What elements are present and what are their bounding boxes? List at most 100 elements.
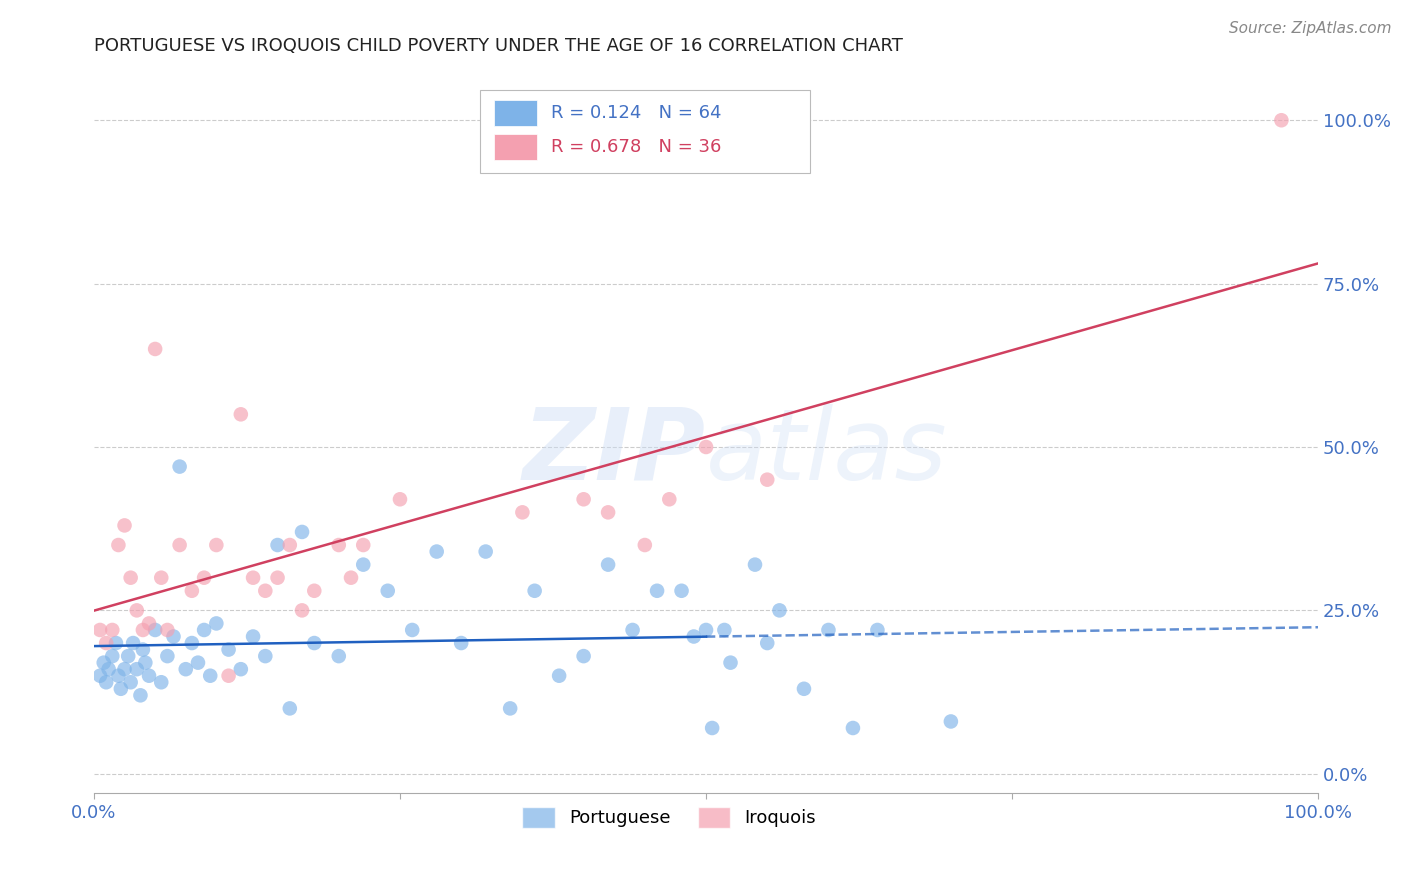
FancyBboxPatch shape [495,134,537,160]
Point [352,538,374,552]
Text: ZIP: ZIP [523,404,706,501]
Point [499,701,522,715]
Point [450,636,472,650]
Point [104,636,127,650]
FancyBboxPatch shape [495,100,537,126]
Point [156,623,179,637]
Point [180,583,202,598]
Point [266,538,288,552]
Text: atlas: atlas [706,404,948,501]
Point [96,675,118,690]
Point [377,583,399,598]
Point [138,616,160,631]
Point [793,681,815,696]
Point [229,662,252,676]
Point [278,701,301,715]
Point [756,636,779,650]
Point [1270,113,1292,128]
Point [193,571,215,585]
Point [187,656,209,670]
Point [278,538,301,552]
Point [621,623,644,637]
Point [598,505,620,519]
Point [205,616,228,631]
Point [125,662,148,676]
Point [291,524,314,539]
Point [671,583,693,598]
Text: PORTUGUESE VS IROQUOIS CHILD POVERTY UNDER THE AGE OF 16 CORRELATION CHART: PORTUGUESE VS IROQUOIS CHILD POVERTY UND… [94,37,903,55]
Point [138,669,160,683]
Point [695,440,717,454]
Point [122,636,145,650]
Point [658,492,681,507]
Point [132,623,155,637]
Point [328,538,350,552]
FancyBboxPatch shape [479,90,810,173]
Point [120,571,142,585]
Point [817,623,839,637]
Point [134,656,156,670]
Point [162,630,184,644]
Point [120,675,142,690]
Point [266,571,288,585]
Point [634,538,657,552]
Point [143,623,166,637]
Point [143,342,166,356]
Point [242,571,264,585]
Point [114,662,136,676]
Point [97,662,120,676]
Point [218,642,240,657]
Point [720,656,742,670]
Point [254,583,277,598]
Point [93,656,115,670]
Point [842,721,865,735]
Point [713,623,735,637]
Text: Source: ZipAtlas.com: Source: ZipAtlas.com [1229,21,1392,36]
Point [523,583,546,598]
Point [218,669,240,683]
Point [114,518,136,533]
Point [744,558,766,572]
Point [304,583,326,598]
Point [150,675,173,690]
Point [939,714,962,729]
Point [474,544,496,558]
Point [193,623,215,637]
Point [117,649,139,664]
Point [340,571,363,585]
Point [695,623,717,637]
Point [89,623,111,637]
Point [101,623,124,637]
Legend: Portuguese, Iroquois: Portuguese, Iroquois [515,800,824,835]
Point [125,603,148,617]
Point [598,558,620,572]
Point [169,538,191,552]
Point [572,492,595,507]
Point [304,636,326,650]
Point [205,538,228,552]
Point [96,636,118,650]
Point [645,583,668,598]
Point [150,571,173,585]
Point [89,669,111,683]
Point [512,505,534,519]
Text: R = 0.124   N = 64: R = 0.124 N = 64 [551,104,721,122]
Text: R = 0.678   N = 36: R = 0.678 N = 36 [551,138,721,156]
Point [702,721,724,735]
Point [254,649,277,664]
Point [229,407,252,421]
Point [107,538,129,552]
Point [132,642,155,657]
Point [426,544,449,558]
Point [180,636,202,650]
Point [768,603,790,617]
Point [401,623,423,637]
Point [174,662,197,676]
Point [548,669,571,683]
Point [866,623,889,637]
Point [756,473,779,487]
Point [682,630,704,644]
Point [156,649,179,664]
Point [291,603,314,617]
Point [328,649,350,664]
